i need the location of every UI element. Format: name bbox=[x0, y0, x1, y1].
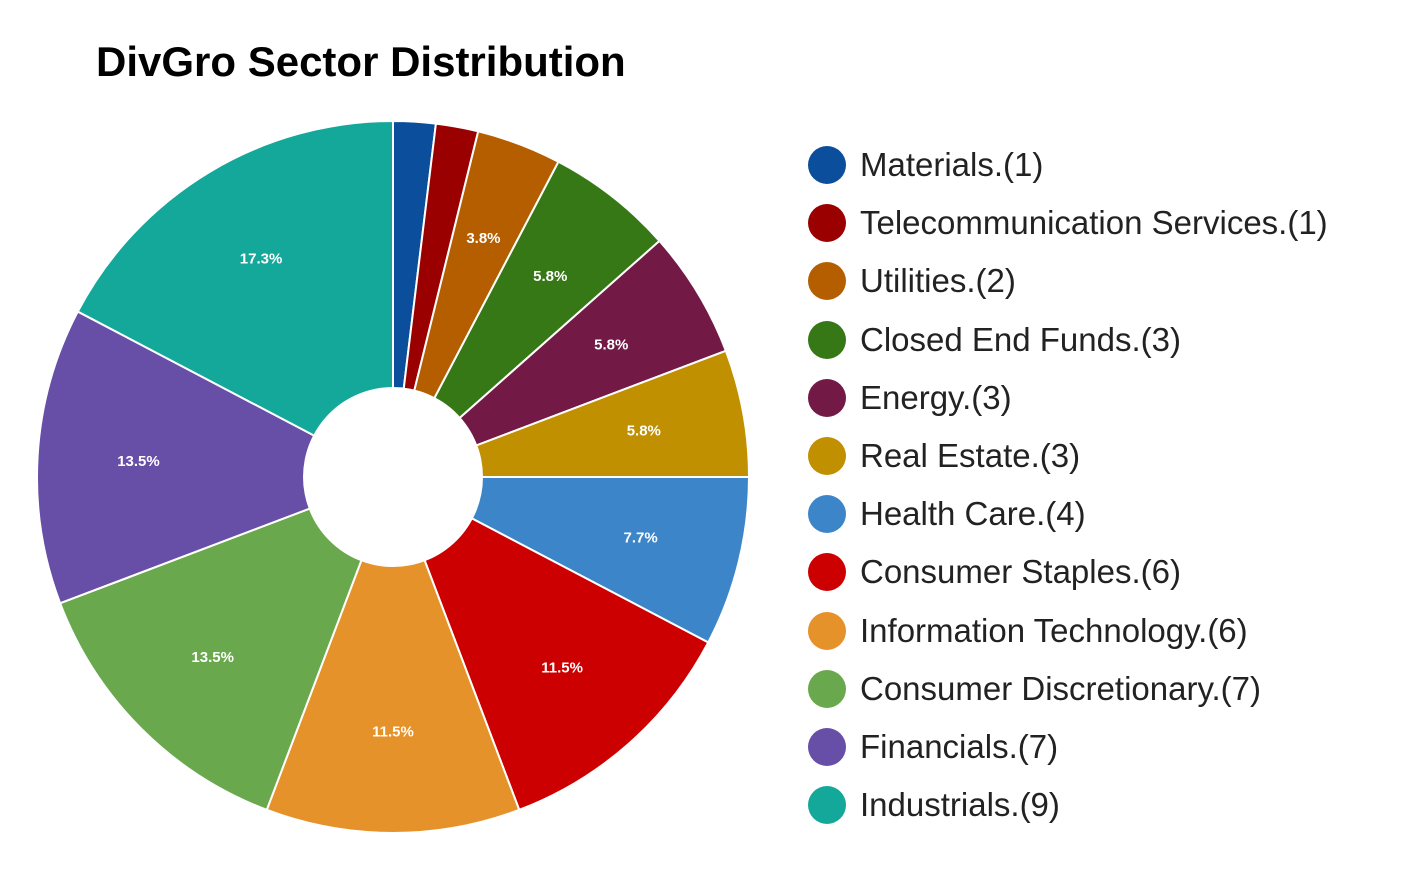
legend-swatch bbox=[808, 204, 846, 243]
legend-label: Energy.(3) bbox=[860, 378, 1012, 416]
pie-slice-consumer-staples bbox=[391, 474, 710, 812]
slice-label-financials: 13.5% bbox=[117, 453, 160, 470]
legend-item: Industrials.(9) bbox=[808, 776, 1328, 834]
legend-swatch bbox=[808, 669, 846, 708]
legend-label: Consumer Staples.(6) bbox=[860, 553, 1181, 591]
legend-swatch bbox=[808, 786, 846, 825]
legend-label: Information Technology.(6) bbox=[860, 611, 1248, 649]
legend-label: Telecommunication Services.(1) bbox=[860, 204, 1328, 242]
pie-slice-health-care bbox=[392, 476, 751, 644]
legend-item: Utilities.(2) bbox=[808, 252, 1328, 310]
legend-swatch bbox=[808, 146, 846, 185]
legend-label: Closed End Funds.(3) bbox=[860, 320, 1181, 358]
legend-item: Health Care.(4) bbox=[808, 485, 1328, 543]
slice-label-consumer-discretionary: 13.5% bbox=[191, 649, 234, 666]
slice-label-health-care: 7.7% bbox=[623, 530, 657, 547]
legend-item: Energy.(3) bbox=[808, 369, 1328, 427]
legend-label: Materials.(1) bbox=[860, 146, 1044, 184]
legend-swatch bbox=[808, 553, 846, 592]
slice-label-utilities: 3.8% bbox=[466, 230, 500, 247]
slice-labels: 3.8% 5.8% 5.8% 5.8% 7.7% 11.5% 11.5% 13.5% 13.5%… bbox=[117, 230, 661, 740]
pie-slice-industrials bbox=[76, 119, 394, 479]
legend-item: Financials.(7) bbox=[808, 718, 1328, 776]
legend-label: Real Estate.(3) bbox=[860, 437, 1081, 475]
chart-title: DivGro Sector Distribution bbox=[96, 38, 626, 85]
slice-label-industrials: 17.3% bbox=[240, 250, 283, 267]
legend-label: Health Care.(4) bbox=[860, 495, 1086, 533]
legend-item: Real Estate.(3) bbox=[808, 427, 1328, 485]
legend-item: Consumer Discretionary.(7) bbox=[808, 660, 1328, 718]
legend-swatch bbox=[808, 262, 846, 301]
legend-item: Consumer Staples.(6) bbox=[808, 543, 1328, 601]
legend: Materials.(1) Telecommunication Services.… bbox=[808, 136, 1328, 834]
slice-label-consumer-staples: 11.5% bbox=[541, 659, 583, 676]
pie-slice-real-estate bbox=[392, 349, 751, 478]
legend-swatch bbox=[808, 320, 846, 359]
pie-slice-financials bbox=[36, 310, 396, 605]
legend-item: Closed End Funds.(3) bbox=[808, 311, 1328, 369]
slice-label-closed-end-funds: 5.8% bbox=[533, 268, 567, 285]
legend-item: Materials.(1) bbox=[808, 136, 1328, 194]
legend-swatch bbox=[808, 378, 846, 417]
legend-label: Consumer Discretionary.(7) bbox=[860, 669, 1261, 707]
pie-slice-information-technology bbox=[265, 474, 521, 834]
legend-label: Utilities.(2) bbox=[860, 262, 1016, 300]
legend-item: Telecommunication Services.(1) bbox=[808, 194, 1328, 252]
pie-slice-consumer-discretionary bbox=[58, 475, 395, 812]
slice-label-real-estate: 5.8% bbox=[627, 423, 661, 440]
legend-swatch bbox=[808, 495, 846, 534]
legend-label: Industrials.(9) bbox=[860, 786, 1060, 824]
legend-item: Information Technology.(6) bbox=[808, 602, 1328, 660]
slice-label-information-technology: 11.5% bbox=[372, 724, 414, 741]
pie-slices bbox=[36, 119, 751, 834]
pie-slice-energy bbox=[392, 239, 728, 478]
slice-label-energy: 5.8% bbox=[594, 337, 628, 354]
legend-swatch bbox=[808, 727, 846, 766]
legend-swatch bbox=[808, 437, 846, 476]
pie-slice-closed-end-funds bbox=[392, 160, 661, 478]
donut-hole bbox=[303, 387, 483, 567]
legend-swatch bbox=[808, 611, 846, 650]
legend-label: Financials.(7) bbox=[860, 727, 1059, 765]
pie-chart: 3.8% 5.8% 5.8% 5.8% 7.7% 11.5% 11.5% 13.5% 13.5%… bbox=[36, 119, 751, 834]
